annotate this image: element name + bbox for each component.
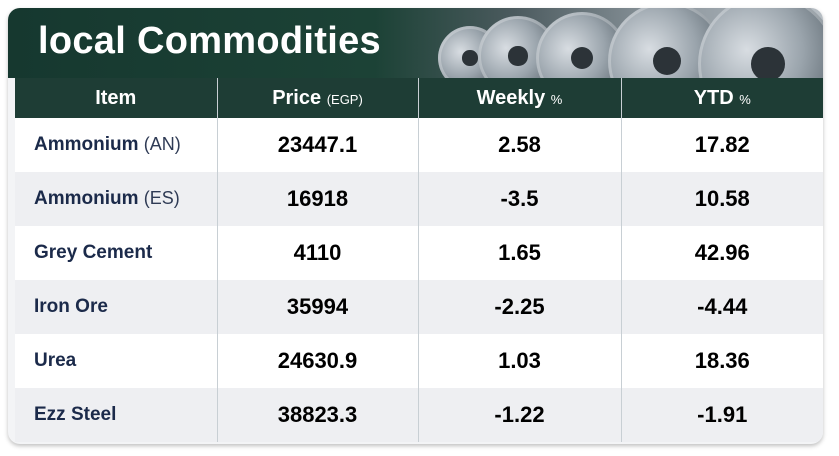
column-header-item: Item bbox=[15, 78, 218, 118]
column-header-ytd: YTD % bbox=[621, 78, 823, 118]
table-row: Iron Ore 35994 -2.25 -4.44 bbox=[15, 280, 823, 334]
table-row: Ammonium (ES) 16918 -3.5 10.58 bbox=[15, 172, 823, 226]
ytd-change-cell: 17.82 bbox=[621, 118, 823, 172]
ytd-change-cell: 42.96 bbox=[621, 226, 823, 280]
commodities-card: local Commodities Item Price (EGP) Weekl… bbox=[8, 8, 823, 444]
weekly-change-cell: -3.5 bbox=[418, 172, 622, 226]
price-cell: 35994 bbox=[217, 280, 419, 334]
table-row: Urea 24630.9 1.03 18.36 bbox=[15, 334, 823, 388]
ytd-change-cell: 10.58 bbox=[621, 172, 823, 226]
weekly-change-cell: 2.58 bbox=[418, 118, 622, 172]
item-cell: Urea bbox=[15, 334, 218, 388]
price-cell: 38823.3 bbox=[217, 388, 419, 442]
column-header-weekly: Weekly % bbox=[418, 78, 622, 118]
table-row: Ammonium (AN) 23447.1 2.58 17.82 bbox=[15, 118, 823, 172]
column-header-price: Price (EGP) bbox=[217, 78, 419, 118]
header-banner: local Commodities bbox=[8, 8, 823, 78]
weekly-change-cell: -1.22 bbox=[418, 388, 622, 442]
price-cell: 23447.1 bbox=[217, 118, 419, 172]
price-cell: 16918 bbox=[217, 172, 419, 226]
item-cell: Iron Ore bbox=[15, 280, 218, 334]
ytd-change-cell: 18.36 bbox=[621, 334, 823, 388]
table-row: Ezz Steel 38823.3 -1.22 -1.91 bbox=[15, 388, 823, 442]
price-cell: 24630.9 bbox=[217, 334, 419, 388]
weekly-change-cell: 1.65 bbox=[418, 226, 622, 280]
ytd-change-cell: -1.91 bbox=[621, 388, 823, 442]
steel-coil-image bbox=[698, 8, 823, 78]
table-header-row: Item Price (EGP) Weekly % YTD % bbox=[15, 78, 823, 118]
weekly-change-cell: 1.03 bbox=[418, 334, 622, 388]
ytd-change-cell: -4.44 bbox=[621, 280, 823, 334]
item-cell: Ammonium (ES) bbox=[15, 172, 218, 226]
weekly-change-cell: -2.25 bbox=[418, 280, 622, 334]
item-cell: Ammonium (AN) bbox=[15, 118, 218, 172]
item-cell: Ezz Steel bbox=[15, 388, 218, 442]
page-title: local Commodities bbox=[38, 20, 381, 62]
table-row: Grey Cement 4110 1.65 42.96 bbox=[15, 226, 823, 280]
item-cell: Grey Cement bbox=[15, 226, 218, 280]
price-cell: 4110 bbox=[217, 226, 419, 280]
commodities-table: Item Price (EGP) Weekly % YTD % Ammonium… bbox=[15, 78, 823, 442]
